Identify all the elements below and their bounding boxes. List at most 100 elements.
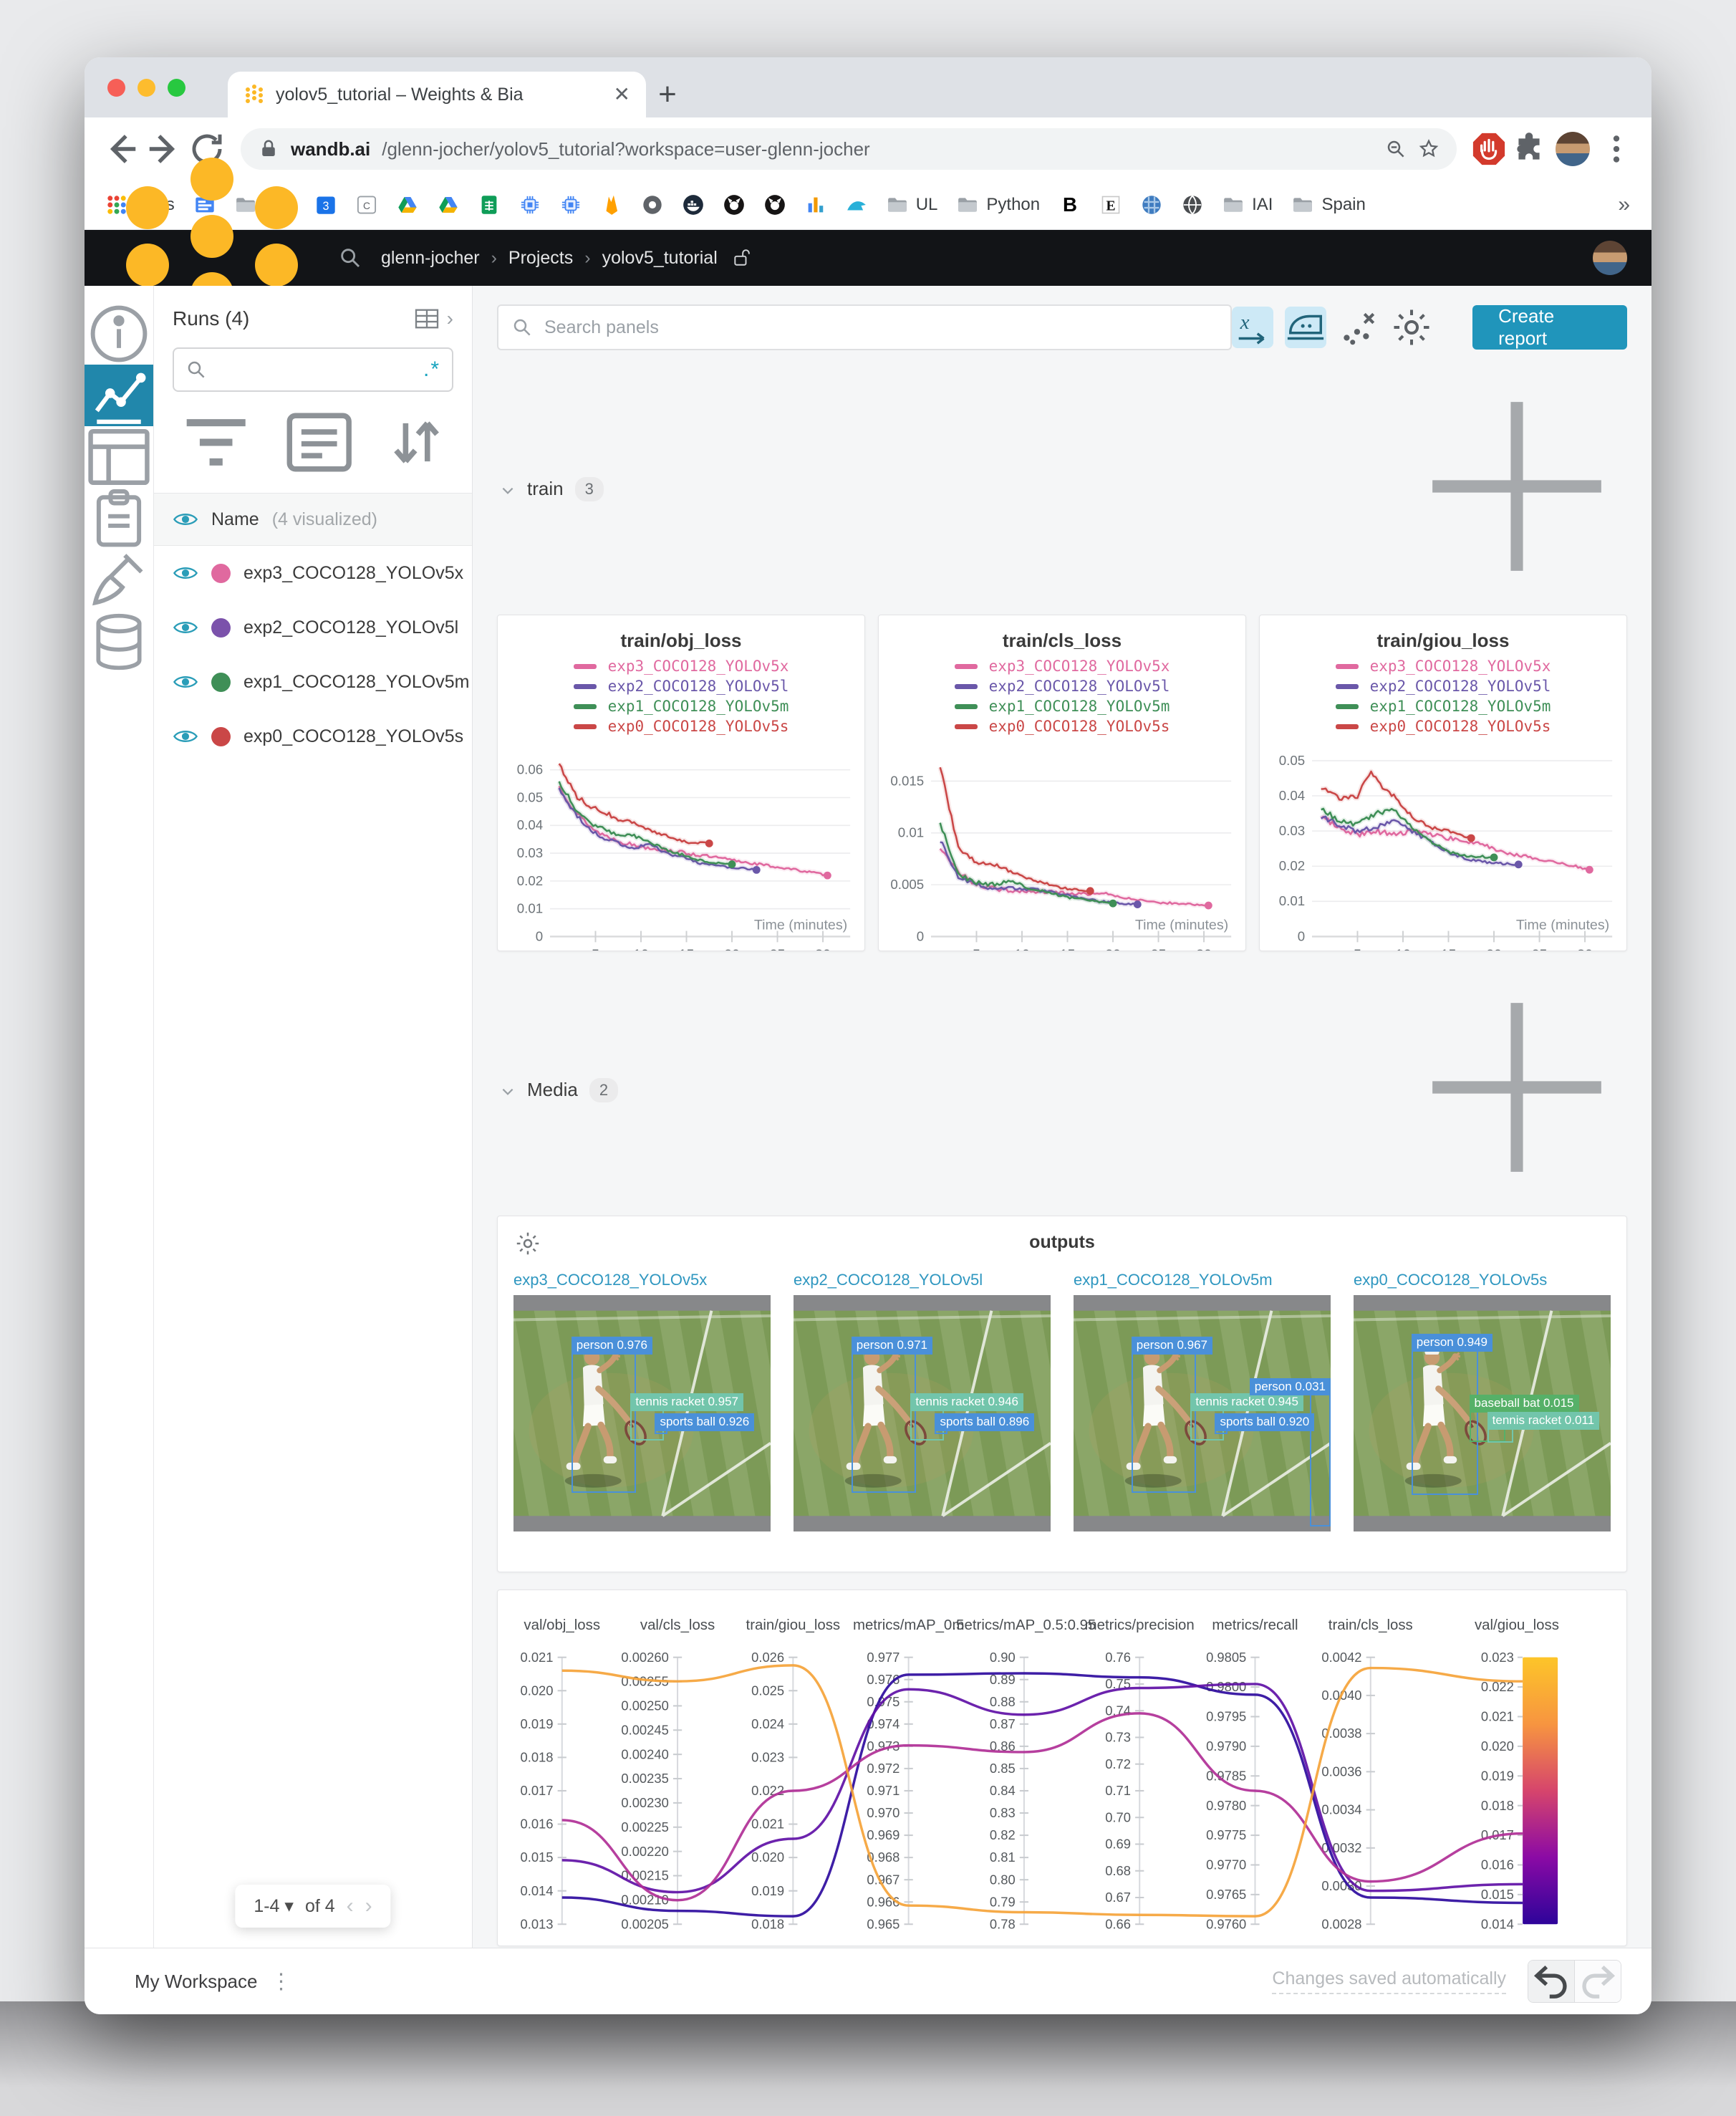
user-avatar[interactable] (1593, 241, 1627, 275)
bookmark-item-letter-e[interactable]: E (1100, 194, 1122, 216)
photo-frame[interactable]: person 0.976 tennis racket 0.957 sports ba… (513, 1295, 771, 1531)
bookmark-item-github[interactable] (723, 194, 745, 216)
new-tab-button[interactable]: + (658, 77, 677, 112)
bookmark-item-lens[interactable] (642, 194, 663, 216)
sidebar-rail-table-icon[interactable] (85, 426, 153, 488)
collapse-chevron-icon[interactable] (500, 1082, 516, 1098)
parallel-coordinates-panel[interactable]: val/obj_loss 0.021 0.020 0.019 0.018 0.017 0.0… (497, 1590, 1627, 1946)
sidebar-rail-info-icon[interactable] (85, 303, 153, 365)
filter-icon[interactable] (177, 405, 255, 480)
outliers-button[interactable] (1338, 307, 1379, 348)
bookmark-item-calendar-c[interactable]: C (356, 194, 377, 216)
sidebar-rail-line-chart-icon[interactable] (85, 365, 153, 426)
photo-frame[interactable]: person 0.949 baseball bat 0.015 tennis rac… (1354, 1295, 1611, 1531)
visibility-eye-icon[interactable] (173, 673, 198, 691)
browser-profile-avatar[interactable] (1556, 132, 1590, 166)
workspace-menu-kebab-icon[interactable]: ⋮ (270, 1969, 292, 1994)
panel-settings-gear-icon[interactable] (1391, 307, 1432, 348)
expand-panel-icon[interactable]: › (446, 307, 453, 330)
chart-plot[interactable]: 0 0.01 0.02 0.03 0.04 0.05 5 10 15 20 25 30 Time (mi… (1267, 736, 1619, 951)
runs-search-input[interactable]: .* (173, 347, 453, 392)
parallel-coordinates-plot[interactable]: val/obj_loss 0.021 0.020 0.019 0.018 0.017 0.0… (501, 1599, 1624, 1935)
next-page-icon[interactable]: › (365, 1894, 372, 1918)
visibility-eye-icon[interactable] (173, 727, 198, 746)
visibility-eye-icon[interactable] (173, 618, 198, 637)
address-bar[interactable]: wandb.ai /glenn-jocher/yolov5_tutorial?w… (241, 128, 1457, 170)
runs-table-icon[interactable] (414, 308, 440, 330)
add-panel-icon[interactable] (1409, 980, 1624, 1200)
run-row[interactable]: exp1_COCO128_YOLOv5m (154, 655, 472, 709)
regex-toggle[interactable]: .* (423, 357, 440, 381)
group-icon[interactable] (284, 405, 355, 480)
visibility-eye-icon[interactable] (173, 510, 198, 529)
browser-menu-kebab-icon[interactable] (1598, 131, 1634, 167)
undo-button[interactable] (1528, 1961, 1575, 2002)
bookmark-item-chip[interactable] (519, 194, 541, 216)
media-run-label[interactable]: exp0_COCO128_YOLOv5s (1354, 1271, 1548, 1289)
redo-button[interactable] (1575, 1961, 1621, 2002)
search-panels-input[interactable]: Search panels (497, 304, 1233, 350)
adblock-extension-icon[interactable] (1471, 131, 1507, 167)
chart-panel-train-giou-loss[interactable]: train/giou_loss exp3_COCO128_YOLOv5x exp2_… (1259, 615, 1627, 951)
back-button[interactable] (102, 130, 140, 168)
bookmark-item-news[interactable] (194, 194, 216, 216)
breadcrumb-glenn-jocher[interactable]: glenn-jocher (381, 247, 480, 268)
chart-panel-train-obj-loss[interactable]: train/obj_loss exp3_COCO128_YOLOv5x exp2_C… (497, 615, 865, 951)
media-run-label[interactable]: exp3_COCO128_YOLOv5x (513, 1271, 708, 1289)
photo-frame[interactable]: person 0.967 tennis racket 0.945 sports ba… (1074, 1295, 1331, 1531)
close-window-button[interactable] (107, 79, 125, 97)
media-run-label[interactable]: exp2_COCO128_YOLOv5l (794, 1271, 983, 1289)
photo-frame[interactable]: person 0.971 tennis racket 0.946 sports ba… (794, 1295, 1051, 1531)
extension-puzzle-icon[interactable] (1511, 131, 1547, 167)
sidebar-rail-clipboard-icon[interactable] (85, 488, 153, 549)
media-settings-gear-icon[interactable] (515, 1231, 541, 1256)
visibility-eye-icon[interactable] (173, 564, 198, 582)
x-axis-settings-button[interactable]: x (1232, 307, 1274, 348)
breadcrumb-yolov5_tutorial[interactable]: yolov5_tutorial (602, 247, 718, 268)
breadcrumb-Projects[interactable]: Projects (508, 247, 574, 268)
bookmark-item-letter-b[interactable]: B (1059, 194, 1081, 216)
bookmark-item-firebase[interactable] (601, 194, 622, 216)
add-panel-icon[interactable] (1409, 379, 1624, 599)
run-row[interactable]: exp3_COCO128_YOLOv5x (154, 546, 472, 600)
chart-panel-train-cls-loss[interactable]: train/cls_loss exp3_COCO128_YOLOv5x exp2_C… (878, 615, 1246, 951)
run-row[interactable]: exp2_COCO128_YOLOv5l (154, 600, 472, 655)
bookmark-item-UL[interactable]: UL (887, 194, 937, 216)
bookmark-item-Python[interactable]: Python (957, 194, 1040, 216)
nav-search-icon[interactable] (338, 246, 362, 270)
bookmark-item-calendar-3[interactable]: 3 (315, 194, 337, 216)
bookmark-star-icon[interactable] (1418, 138, 1440, 160)
bookmark-item-docker[interactable] (683, 194, 704, 216)
bookmark-item-analytics[interactable] (805, 194, 826, 216)
media-panel[interactable]: outputs exp3_COCO128_YOLOv5x person 0.976… (497, 1216, 1627, 1572)
sidebar-rail-broom-icon[interactable] (85, 549, 153, 611)
prev-page-icon[interactable]: ‹ (346, 1894, 354, 1918)
chart-plot[interactable]: 0 0.005 0.01 0.015 5 10 15 20 25 30 Time (minutes) (886, 736, 1238, 951)
page-range[interactable]: 1-4 ▾ (254, 1896, 294, 1916)
bookmark-item-sheets[interactable] (478, 194, 500, 216)
create-report-button[interactable]: Create report (1472, 305, 1627, 350)
bookmark-item-Spain[interactable]: Spain (1292, 194, 1366, 216)
bookmark-item-drive[interactable] (397, 194, 418, 216)
chart-plot[interactable]: 0 0.01 0.02 0.03 0.04 0.05 0.06 5 10 15 20 25 30 Time… (505, 736, 857, 951)
bookmark-item-plaid-globe[interactable] (1141, 194, 1162, 216)
bookmark-item-shark[interactable] (846, 194, 867, 216)
bookmark-item-github[interactable] (764, 194, 786, 216)
bookmarks-overflow-chevron[interactable]: » (1618, 193, 1630, 216)
sidebar-rail-database-icon[interactable] (85, 611, 153, 673)
workspace-name[interactable]: My Workspace (135, 1970, 258, 1992)
zoom-window-button[interactable] (168, 79, 185, 97)
collapse-chevron-icon[interactable] (500, 481, 516, 497)
forward-button[interactable] (145, 130, 183, 168)
bookmark-item-globe[interactable] (1182, 194, 1203, 216)
bookmark-item-IAI[interactable]: IAI (1223, 194, 1273, 216)
minimize-window-button[interactable] (138, 79, 155, 97)
browser-tab[interactable]: yolov5_tutorial – Weights & Bia ✕ (228, 72, 646, 117)
media-run-label[interactable]: exp1_COCO128_YOLOv5m (1074, 1271, 1273, 1289)
smoothing-button[interactable] (1285, 307, 1327, 348)
bookmark-item-chip[interactable] (560, 194, 582, 216)
sort-icon[interactable] (384, 405, 449, 480)
